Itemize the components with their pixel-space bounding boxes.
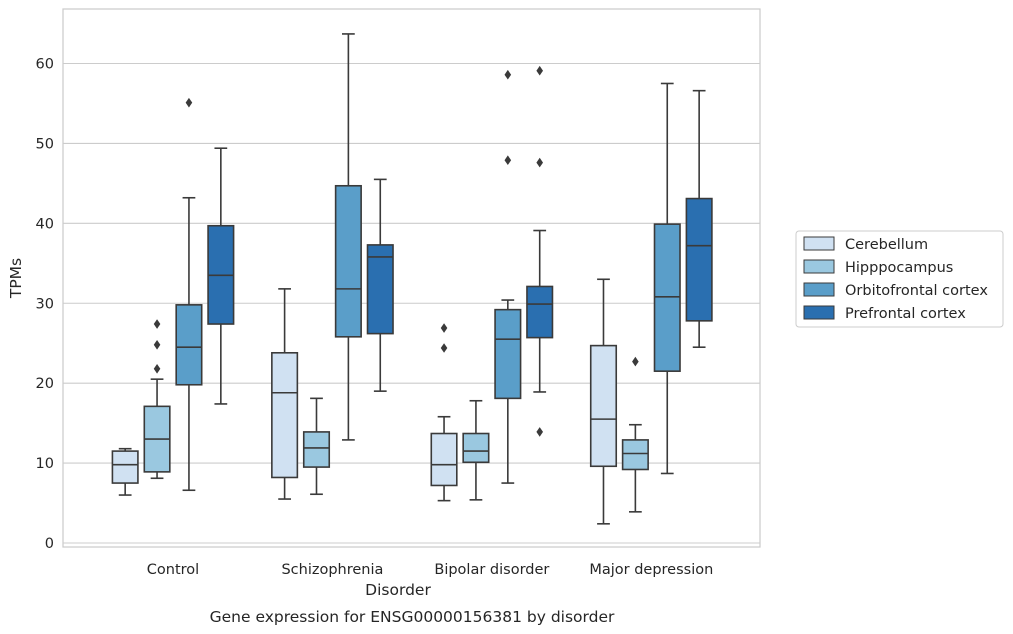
box-schizophrenia-hipppocampus <box>302 397 331 496</box>
x-axis-title: Disorder <box>365 581 431 599</box>
box-major-depression-prefrontal-cortex-iqr <box>685 197 713 322</box>
x-tick-label-major-depression: Major depression <box>589 562 713 578</box>
y-tick-label-60: 60 <box>36 57 54 73</box>
box-major-depression-orbitofrontal-cortex <box>653 82 681 475</box>
box-control-orbitofrontal-cortex-outlier-0 <box>185 97 193 108</box>
box-schizophrenia-prefrontal-cortex <box>366 178 394 392</box>
box-schizophrenia-cerebellum-iqr <box>271 351 299 479</box>
x-tick-label-bipolar-disorder: Bipolar disorder <box>434 562 549 578</box>
box-bipolar-disorder-prefrontal-cortex <box>526 65 554 437</box>
legend-box <box>795 230 1004 328</box>
box-schizophrenia-cerebellum <box>271 288 299 500</box>
box-bipolar-disorder-cerebellum-iqr <box>430 432 458 487</box>
box-bipolar-disorder-hipppocampus <box>462 399 490 501</box>
box-control-hipppocampus <box>143 319 171 480</box>
legend-swatch-hipppocampus <box>803 259 835 274</box>
box-bipolar-disorder-hipppocampus-iqr <box>462 432 490 464</box>
box-major-depression-cerebellum-iqr <box>589 344 618 468</box>
box-control-cerebellum <box>111 447 139 496</box>
box-major-depression-hipppocampus-outlier-0 <box>632 356 639 367</box>
box-major-depression-cerebellum <box>589 278 618 525</box>
y-tick-label-50: 50 <box>36 136 54 152</box>
legend-label-cerebellum: Cerebellum <box>845 237 928 253</box>
y-axis-title: TPMs <box>7 258 25 299</box>
y-tick-label-40: 40 <box>36 216 54 232</box>
box-schizophrenia-orbitofrontal-cortex-iqr <box>334 184 362 338</box>
y-tick-label-10: 10 <box>36 456 54 472</box>
box-major-depression-prefrontal-cortex <box>685 89 713 349</box>
y-tick-label-20: 20 <box>36 376 54 392</box>
y-tick-label-0: 0 <box>45 536 54 552</box>
box-schizophrenia-prefrontal-cortex-iqr <box>366 244 394 335</box>
box-bipolar-disorder-orbitofrontal-cortex-outlier-1 <box>504 69 512 80</box>
box-control-hipppocampus-outlier-1 <box>153 340 161 350</box>
box-bipolar-disorder-orbitofrontal-cortex-outlier-0 <box>504 155 512 165</box>
box-bipolar-disorder-prefrontal-cortex-outlier-0 <box>536 427 544 437</box>
box-bipolar-disorder-orbitofrontal-cortex <box>494 69 522 484</box>
boxes <box>111 33 713 525</box>
legend-swatch-orbitofrontal-cortex <box>803 282 835 297</box>
box-control-prefrontal-cortex <box>207 147 235 405</box>
box-bipolar-disorder-cerebellum <box>430 323 458 502</box>
box-control-hipppocampus-outlier-2 <box>153 319 161 329</box>
plot-frame <box>62 8 761 548</box>
box-schizophrenia-hipppocampus-iqr <box>302 431 331 468</box>
chart-caption: Gene expression for ENSG00000156381 by d… <box>210 608 615 626</box>
x-axis-ticks: Control Schizophrenia Bipolar disorder Majo… <box>147 562 714 578</box>
box-control-orbitofrontal-cortex-iqr <box>175 304 203 386</box>
box-bipolar-disorder-cerebellum-outlier-1 <box>440 323 448 333</box>
box-bipolar-disorder-orbitofrontal-cortex-iqr <box>494 308 522 400</box>
y-tick-label-30: 30 <box>36 296 54 312</box>
legend-label-orbitofrontal-cortex: Orbitofrontal cortex <box>845 283 988 299</box>
box-control-orbitofrontal-cortex <box>175 97 203 492</box>
legend-label-prefrontal-cortex: Prefrontal cortex <box>845 306 966 322</box>
legend-label-hipppocampus: Hipppocampus <box>845 260 953 276</box>
box-control-hipppocampus-outlier-0 <box>153 363 161 374</box>
legend-swatch-cerebellum <box>803 236 835 251</box>
legend-swatch-prefrontal-cortex <box>803 305 835 320</box>
box-schizophrenia-orbitofrontal-cortex <box>334 33 362 441</box>
legend: Cerebellum Hipppocampus Orbitofrontal co… <box>795 230 1004 328</box>
x-tick-label-schizophrenia: Schizophrenia <box>281 562 383 578</box>
x-tick-label-control: Control <box>147 562 199 578</box>
box-major-depression-hipppocampus-iqr <box>621 439 649 471</box>
box-control-cerebellum-iqr <box>111 450 139 484</box>
box-bipolar-disorder-prefrontal-cortex-outlier-2 <box>536 65 544 76</box>
box-bipolar-disorder-prefrontal-cortex-outlier-1 <box>536 157 544 168</box>
box-bipolar-disorder-prefrontal-cortex-iqr <box>526 285 554 339</box>
box-bipolar-disorder-cerebellum-outlier-0 <box>440 343 448 353</box>
box-major-depression-hipppocampus <box>621 356 649 513</box>
y-axis-ticks: 0 10 20 30 40 50 60 <box>36 57 54 553</box>
